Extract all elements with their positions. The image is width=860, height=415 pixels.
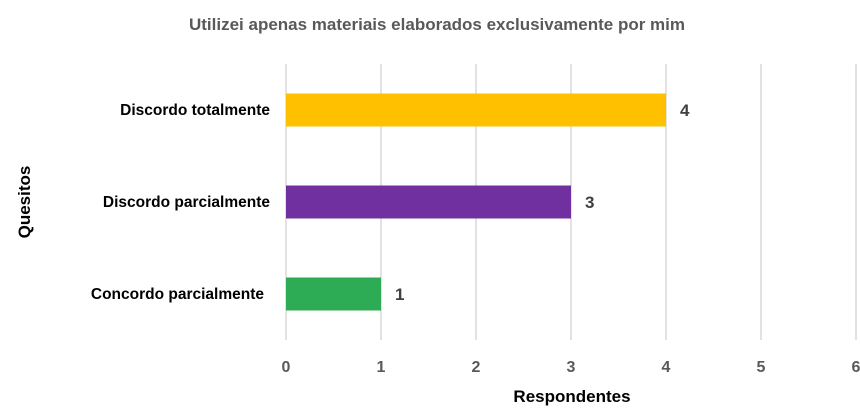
x-tick-label: 3	[567, 359, 576, 376]
bars	[286, 93, 666, 311]
category-label: Discordo totalmente	[120, 102, 270, 119]
chart-title: Utilizei apenas materiais elaborados exc…	[189, 15, 685, 34]
data-label: 4	[680, 101, 690, 120]
x-tick-label: 5	[757, 359, 766, 376]
x-tick-label: 4	[662, 359, 671, 376]
x-tick-label: 2	[472, 359, 481, 376]
data-label: 3	[585, 193, 594, 212]
category-labels: Discordo totalmente Discordo parcialmente…	[91, 102, 271, 303]
y-axis-title: Quesitos	[15, 166, 34, 239]
bar	[286, 185, 571, 219]
x-tick-label: 0	[282, 359, 291, 376]
category-label: Discordo parcialmente	[103, 194, 270, 211]
x-tick-label: 6	[852, 359, 860, 376]
x-tick-labels: 0 1 2 3 4 5 6	[282, 359, 860, 376]
x-axis-title: Respondentes	[513, 387, 630, 406]
bar	[286, 277, 381, 311]
data-labels: 4 3 1	[395, 101, 690, 304]
data-label: 1	[395, 285, 404, 304]
bar	[286, 93, 666, 127]
category-label: Concordo parcialmente	[91, 286, 264, 303]
x-tick-label: 1	[377, 359, 386, 376]
